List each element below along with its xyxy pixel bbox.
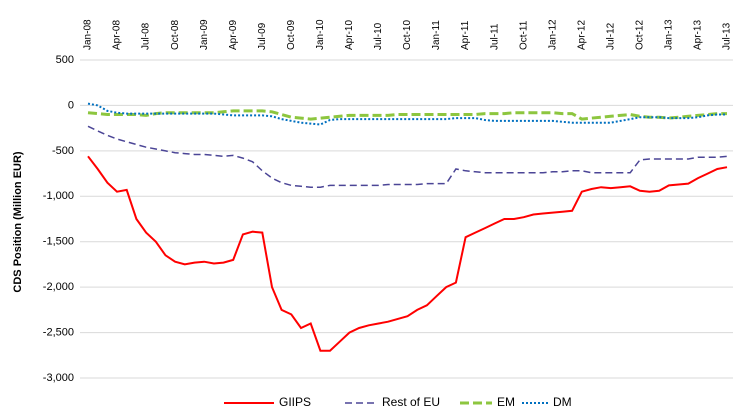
x-tick-label: Oct-09: [286, 20, 297, 50]
x-tick-label: Oct-12: [635, 20, 646, 50]
x-tick-label: Jan-09: [199, 19, 210, 50]
x-tick-label: Oct-08: [170, 20, 181, 50]
y-tick-label: -2,000: [43, 281, 74, 293]
series-line: [87, 155, 728, 352]
series-line: [87, 109, 727, 121]
y-tick-label: -1,500: [43, 236, 74, 248]
x-tick-label: Jan-13: [664, 19, 675, 50]
legend-label: DM: [553, 395, 572, 409]
y-tick-label: 500: [56, 54, 74, 66]
x-tick-label: Jul-10: [373, 22, 384, 50]
y-tick-label: -3,000: [43, 372, 74, 384]
y-tick-label: -2,500: [43, 326, 74, 338]
x-tick-label: Apr-10: [344, 20, 355, 50]
x-tick-label: Jan-10: [315, 19, 326, 50]
x-tick-label: Jul-13: [722, 22, 733, 50]
x-tick-label: Apr-13: [693, 20, 704, 50]
x-tick-label: Jul-09: [257, 22, 268, 50]
legend-label: GIIPS: [279, 395, 311, 409]
legend-label: Rest of EU: [382, 395, 440, 409]
y-tick-label: 0: [68, 99, 74, 111]
legend-label: EM: [497, 395, 515, 409]
x-tick-label: Jul-08: [141, 22, 152, 50]
y-tick-label: -1,000: [43, 190, 74, 202]
x-tick-label: Jan-08: [83, 19, 94, 50]
series-line: [87, 125, 728, 188]
x-tick-label: Apr-12: [576, 20, 587, 50]
x-tick-label: Jan-12: [547, 19, 558, 50]
y-axis-title: CDS Position (Million EUR): [12, 151, 24, 292]
x-tick-label: Oct-11: [518, 20, 529, 50]
x-tick-label: Oct-10: [402, 20, 413, 50]
series-line: [87, 102, 727, 126]
x-tick-label: Jan-11: [431, 20, 442, 50]
x-tick-label: Apr-08: [112, 20, 123, 50]
x-tick-label: Jul-12: [605, 22, 616, 50]
x-tick-label: Jul-11: [489, 23, 500, 50]
x-tick-label: Apr-09: [228, 20, 239, 50]
x-tick-label: Apr-11: [460, 20, 471, 50]
y-tick-label: -500: [52, 145, 74, 157]
